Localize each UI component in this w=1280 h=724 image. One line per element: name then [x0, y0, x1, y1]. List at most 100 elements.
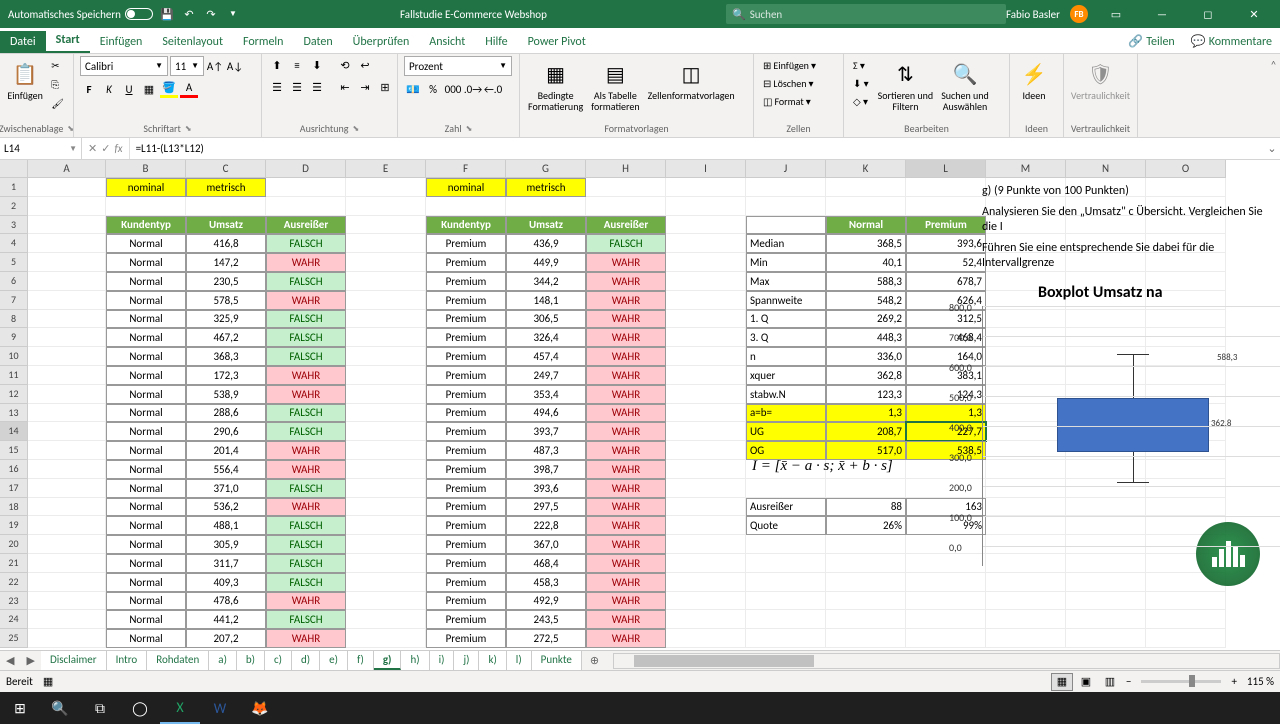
indent-dec-icon[interactable]: ⇤	[336, 78, 354, 96]
align-middle-icon[interactable]: ≡	[288, 56, 306, 74]
qat-dropdown-icon[interactable]: ▼	[225, 6, 241, 22]
sheet-nav-prev[interactable]: ◀	[0, 654, 20, 667]
bold-button[interactable]: F	[80, 80, 98, 98]
view-pagebreak-icon[interactable]: ▥	[1099, 673, 1121, 691]
zoom-level[interactable]: 115 %	[1247, 675, 1274, 688]
sheet-tab[interactable]: Disclaimer	[41, 651, 107, 670]
font-size[interactable]: 11▼	[170, 56, 204, 76]
font-name[interactable]: Calibri▼	[80, 56, 168, 76]
align-top-icon[interactable]: ⬆	[268, 56, 286, 74]
taskbar-search-icon[interactable]: 🔍	[40, 692, 80, 724]
percent-icon[interactable]: %	[424, 80, 442, 98]
zoom-out-icon[interactable]: −	[1126, 675, 1131, 688]
fill-color-button[interactable]: 🪣	[160, 80, 178, 98]
format-cells-button[interactable]: ◫ Format ▾	[760, 92, 814, 110]
user-avatar[interactable]: FB	[1070, 5, 1088, 23]
accept-formula-icon[interactable]: ✓	[101, 142, 110, 155]
copy-icon[interactable]: ⎘	[48, 75, 67, 93]
sheet-tab[interactable]: Rohdaten	[147, 651, 209, 670]
tab-powerpivot[interactable]: Power Pivot	[518, 31, 596, 53]
taskview-icon[interactable]: ⧉	[80, 692, 120, 724]
formula-input[interactable]: =L11-(L13*L12)	[130, 138, 1264, 159]
sheet-tab[interactable]: Punkte	[532, 651, 582, 670]
tab-ansicht[interactable]: Ansicht	[419, 31, 475, 53]
tab-hilfe[interactable]: Hilfe	[475, 31, 517, 53]
zoom-slider[interactable]	[1141, 680, 1221, 683]
word-icon[interactable]: W	[200, 692, 240, 724]
fill-icon[interactable]: ⬇ ▾	[850, 74, 872, 92]
undo-icon[interactable]: ↶	[181, 6, 197, 22]
align-bottom-icon[interactable]: ⬇	[308, 56, 326, 74]
autosave-toggle[interactable]: Automatisches Speichern	[8, 8, 153, 21]
sheet-tab[interactable]: d)	[292, 651, 320, 670]
row-headers[interactable]: 1234567891011121314151617181920212223242…	[0, 178, 28, 648]
column-headers[interactable]: ABCDEFGHIJKLMNO	[28, 160, 1226, 178]
select-all[interactable]	[0, 160, 28, 178]
sheet-tab[interactable]: k)	[479, 651, 506, 670]
align-left-icon[interactable]: ☰	[268, 78, 286, 96]
search-box[interactable]: 🔍 Suchen	[726, 4, 1006, 24]
add-sheet-button[interactable]: ⊕	[582, 654, 607, 667]
sheet-tab[interactable]: j)	[454, 651, 479, 670]
comments-button[interactable]: 💬Kommentare	[1183, 30, 1280, 53]
ribbon-mode-icon[interactable]: ▭	[1098, 0, 1134, 28]
insert-cells-button[interactable]: ⊞ Einfügen ▾	[760, 56, 819, 74]
paste-button[interactable]: 📋Einfügen	[6, 56, 44, 103]
shrink-font-icon[interactable]: A↓	[226, 57, 244, 75]
ideas-button[interactable]: ⚡Ideen	[1016, 56, 1052, 103]
thousands-icon[interactable]: 000	[444, 80, 462, 98]
minimize-icon[interactable]: —	[1144, 0, 1180, 28]
formatpainter-icon[interactable]: 🖌	[48, 94, 67, 112]
sheet-tab[interactable]: f)	[348, 651, 374, 670]
fx-icon[interactable]: fx	[114, 142, 122, 155]
sheet-tab[interactable]: l)	[507, 651, 532, 670]
expand-fbar-icon[interactable]: ⌄	[1264, 138, 1280, 159]
tab-start[interactable]: Start	[46, 29, 90, 53]
tab-seitenlayout[interactable]: Seitenlayout	[152, 31, 233, 53]
sheet-tab[interactable]: e)	[320, 651, 348, 670]
border-button[interactable]: ▦	[140, 80, 158, 98]
sheet-tab[interactable]: i)	[430, 651, 455, 670]
find-select-button[interactable]: 🔍Suchen und Auswählen	[939, 56, 991, 114]
grow-font-icon[interactable]: A↑	[206, 57, 224, 75]
wrap-icon[interactable]: ↩	[356, 56, 374, 74]
tab-daten[interactable]: Daten	[293, 31, 342, 53]
sort-filter-button[interactable]: ⇅Sortieren und Filtern	[876, 56, 936, 114]
recorder-icon[interactable]: ▦	[43, 675, 53, 688]
number-format[interactable]: Prozent▼	[404, 56, 512, 76]
currency-icon[interactable]: 💶	[404, 80, 422, 98]
format-table-button[interactable]: ▤Als Tabelle formatieren	[589, 56, 641, 114]
font-color-button[interactable]: A	[180, 80, 198, 98]
zoom-in-icon[interactable]: +	[1231, 675, 1236, 688]
cancel-formula-icon[interactable]: ✕	[88, 142, 97, 155]
italic-button[interactable]: K	[100, 80, 118, 98]
share-button[interactable]: 🔗Teilen	[1120, 30, 1183, 53]
underline-button[interactable]: U	[120, 80, 138, 98]
sheet-tab[interactable]: g)	[374, 651, 402, 670]
cut-icon[interactable]: ✂	[48, 56, 67, 74]
tab-formeln[interactable]: Formeln	[233, 31, 293, 53]
orientation-icon[interactable]: ⟲	[336, 56, 354, 74]
collapse-ribbon-icon[interactable]: ^	[1271, 58, 1276, 71]
cortana-icon[interactable]: ◯	[120, 692, 160, 724]
align-center-icon[interactable]: ☰	[288, 78, 306, 96]
name-box[interactable]: L14▼	[0, 138, 82, 159]
sheet-tab[interactable]: c)	[265, 651, 292, 670]
tab-einfuegen[interactable]: Einfügen	[90, 31, 153, 53]
view-layout-icon[interactable]: ▣	[1075, 673, 1097, 691]
sheet-tab[interactable]: h)	[401, 651, 429, 670]
indent-inc-icon[interactable]: ⇥	[356, 78, 374, 96]
view-normal-icon[interactable]: ▦	[1051, 673, 1073, 691]
autosum-icon[interactable]: Σ ▾	[850, 56, 872, 74]
cell-styles-button[interactable]: ◫Zellenformatvorlagen	[646, 56, 737, 103]
firefox-icon[interactable]: 🦊	[240, 692, 280, 724]
close-icon[interactable]: ✕	[1236, 0, 1272, 28]
excel-icon[interactable]: X	[160, 692, 200, 724]
sheet-tab[interactable]: a)	[209, 651, 237, 670]
spreadsheet[interactable]: ABCDEFGHIJKLMNO 123456789101112131415161…	[0, 160, 1280, 650]
start-button[interactable]: ⊞	[0, 692, 40, 724]
inc-decimal-icon[interactable]: .0→	[464, 80, 482, 98]
sheet-nav-next[interactable]: ▶	[20, 654, 40, 667]
clear-icon[interactable]: ◇ ▾	[850, 92, 872, 110]
sheet-tab[interactable]: Intro	[107, 651, 148, 670]
